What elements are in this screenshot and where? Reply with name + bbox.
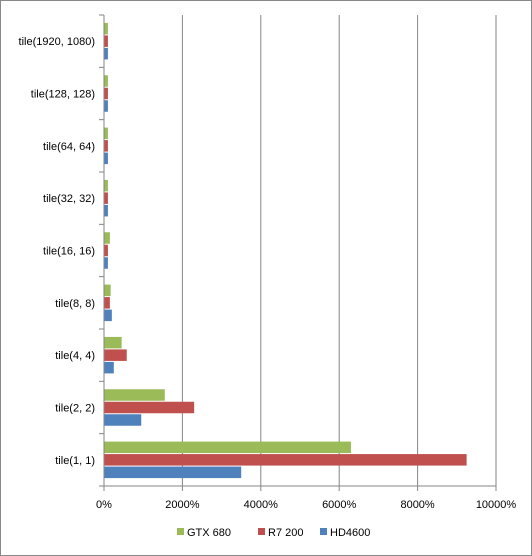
bar xyxy=(104,414,142,426)
bar xyxy=(104,257,108,269)
x-tick-label: 4000% xyxy=(244,499,278,511)
x-tick-label: 6000% xyxy=(322,499,356,511)
gridlines xyxy=(181,15,497,486)
category-label: tile(32, 32) xyxy=(43,193,95,205)
legend-swatch xyxy=(258,528,265,535)
category-label: tile(8, 8) xyxy=(55,298,95,310)
bar xyxy=(104,140,108,152)
category-label: tile(16, 16) xyxy=(43,246,95,258)
bar xyxy=(104,244,108,257)
bar xyxy=(104,127,108,140)
bar xyxy=(104,441,351,454)
bar xyxy=(104,389,165,401)
bar xyxy=(104,192,108,204)
bar xyxy=(104,336,122,349)
bar xyxy=(104,454,467,466)
category-label: tile(2, 2) xyxy=(55,403,95,415)
category-label: tile(64, 64) xyxy=(43,141,95,153)
category-label: tile(1, 1) xyxy=(55,455,95,467)
bar xyxy=(104,100,108,112)
category-labels: tile(1920, 1080) tile(128, 128) tile(64, 6… xyxy=(19,36,95,467)
x-tick-labels: 0% 2000% 4000% 6000% 8000% 10000% xyxy=(96,499,516,511)
legend-swatch xyxy=(320,528,327,535)
bar xyxy=(104,179,108,192)
legend-label: HD4600 xyxy=(330,527,370,539)
x-tick-label: 2000% xyxy=(165,499,199,511)
legend: GTX 680 R7 200 HD4600 xyxy=(177,527,370,539)
category-label: tile(1920, 1080) xyxy=(19,36,95,48)
category-label: tile(4, 4) xyxy=(55,350,95,362)
bar xyxy=(104,309,112,322)
x-tick-label: 10000% xyxy=(476,499,517,511)
legend-label: R7 200 xyxy=(268,527,303,539)
axes xyxy=(99,14,497,491)
bar xyxy=(104,35,108,47)
bar xyxy=(104,152,108,165)
bar xyxy=(104,87,108,100)
category-label: tile(128, 128) xyxy=(31,89,95,101)
bar xyxy=(104,75,108,87)
bar xyxy=(104,47,108,60)
bars xyxy=(104,22,467,479)
bar xyxy=(104,361,114,374)
bar xyxy=(104,22,108,35)
x-tick-label: 8000% xyxy=(400,499,434,511)
legend-label: GTX 680 xyxy=(187,527,231,539)
x-tick-label: 0% xyxy=(96,499,112,511)
bar xyxy=(104,349,127,361)
bar xyxy=(104,466,242,479)
bar xyxy=(104,204,108,217)
bar xyxy=(104,297,110,309)
bar xyxy=(104,232,110,244)
bar xyxy=(104,284,111,297)
bar xyxy=(104,401,195,414)
legend-swatch xyxy=(177,528,184,535)
